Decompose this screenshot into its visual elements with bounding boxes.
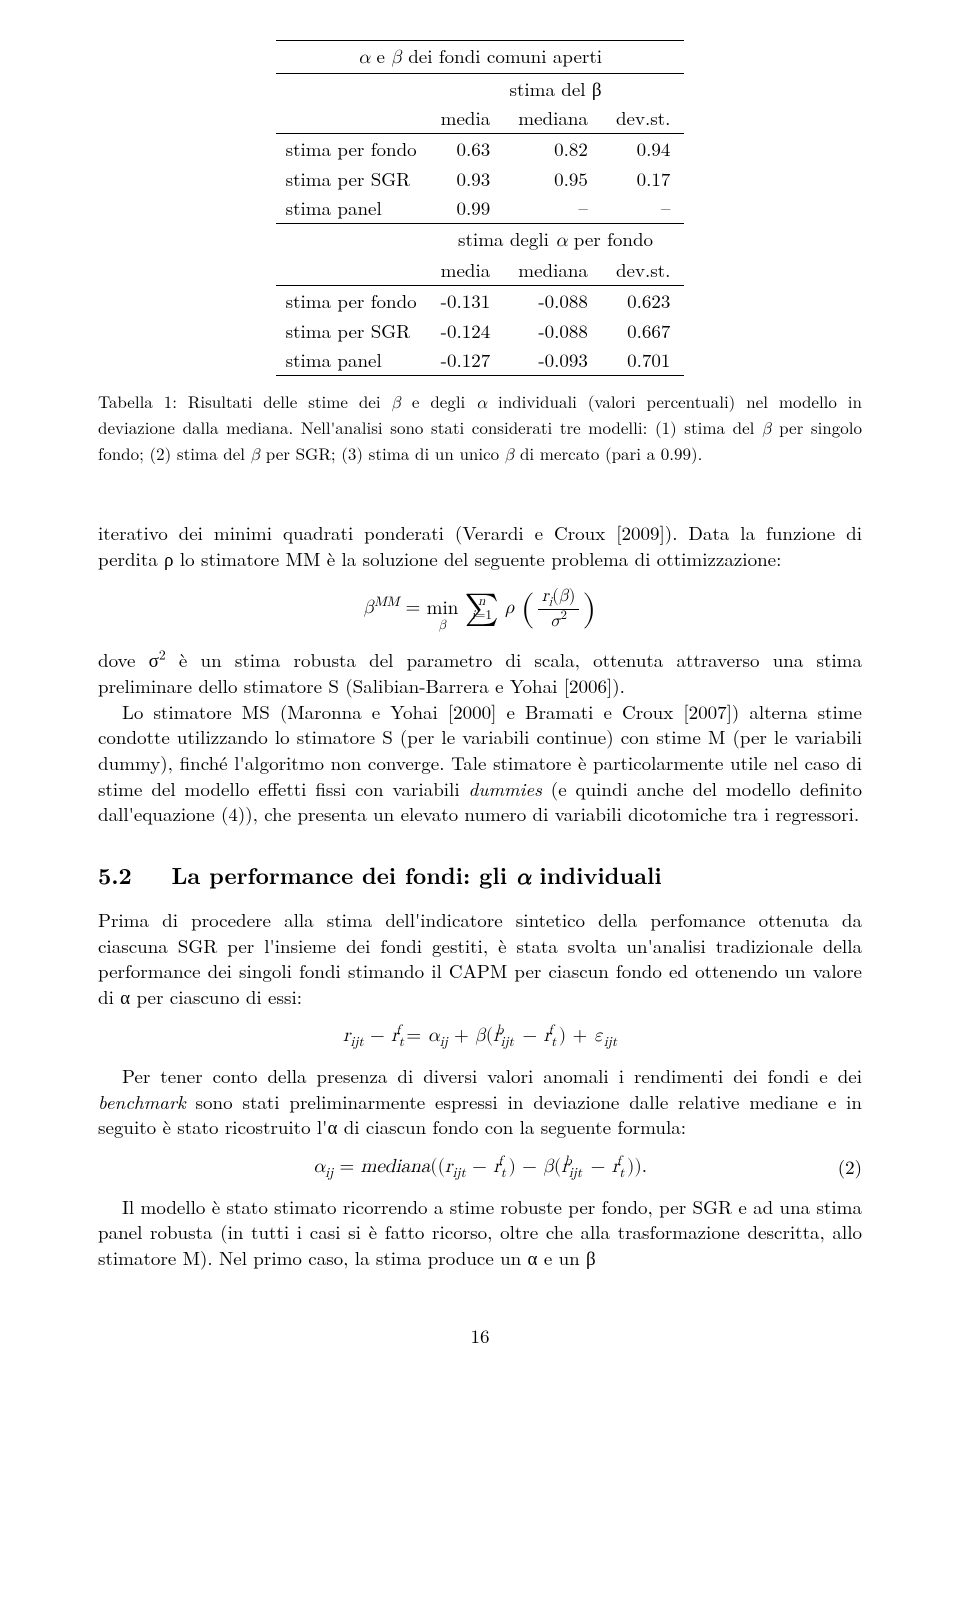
- paragraph-ms: Lo stimatore MS (Maronna e Yohai [2000] …: [98, 699, 862, 827]
- equation-number: (2): [838, 1154, 862, 1180]
- table-stime: α e β dei fondi comuni aperti stima del …: [98, 40, 862, 376]
- section2-head: stima degli α per fondo: [427, 223, 685, 255]
- section-title: La performance dei fondi: gli α individu…: [171, 858, 661, 891]
- paragraph-modello: Il modello è stato stimato ricorrendo a …: [98, 1194, 862, 1271]
- paragraph-sigma: dove σ2 è un stima robusta del parametro…: [98, 647, 862, 698]
- table-row: stima per fondo 0.63 0.82 0.94: [276, 133, 685, 163]
- equation-alpha: αij = mediana((rijt − rtf ) − β(rijtb − …: [313, 1154, 647, 1180]
- section-number: 5.2: [98, 858, 132, 891]
- caption-text: Risultati delle stime dei β e degli α in…: [98, 389, 862, 465]
- table-row: stima per SGR -0.124 -0.088 0.667: [276, 316, 685, 346]
- table-row: stima per SGR 0.93 0.95 0.17: [276, 164, 685, 194]
- table-row: stima panel -0.127 -0.093 0.701: [276, 345, 685, 375]
- paragraph-intro52: Prima di procedere alla stima dell'indic…: [98, 907, 862, 1010]
- caption-label: Tabella 1:: [98, 389, 177, 413]
- paragraph-mm: iterativo dei minimi quadrati ponderati …: [98, 520, 862, 571]
- table-row: stima per fondo -0.131 -0.088 0.623: [276, 286, 685, 316]
- col-devst: dev.st.: [602, 103, 684, 133]
- table-title: α e β dei fondi comuni aperti: [276, 41, 685, 74]
- page-number: 16: [98, 1323, 862, 1349]
- col-mediana: mediana: [504, 103, 602, 133]
- section-heading: 5.2 La performance dei fondi: gli α indi…: [98, 859, 862, 893]
- equation-alpha-numbered: αij = mediana((rijt − rtf ) − β(rijtb − …: [98, 1154, 862, 1180]
- col-media: media: [427, 103, 505, 133]
- equation-mm: βMM = minβ n∑i=1 ρ (ri(β)σ2): [98, 585, 862, 633]
- table-caption: Tabella 1: Risultati delle stime dei β e…: [98, 390, 862, 468]
- table-row: stima panel 0.99 – –: [276, 193, 685, 223]
- equation-capm: rijt − rtf = αij + β(rijtb − rtf ) + εij…: [98, 1023, 862, 1049]
- paragraph-benchmark: Per tener conto della presenza di divers…: [98, 1063, 862, 1140]
- section1-head: stima del β: [427, 73, 685, 103]
